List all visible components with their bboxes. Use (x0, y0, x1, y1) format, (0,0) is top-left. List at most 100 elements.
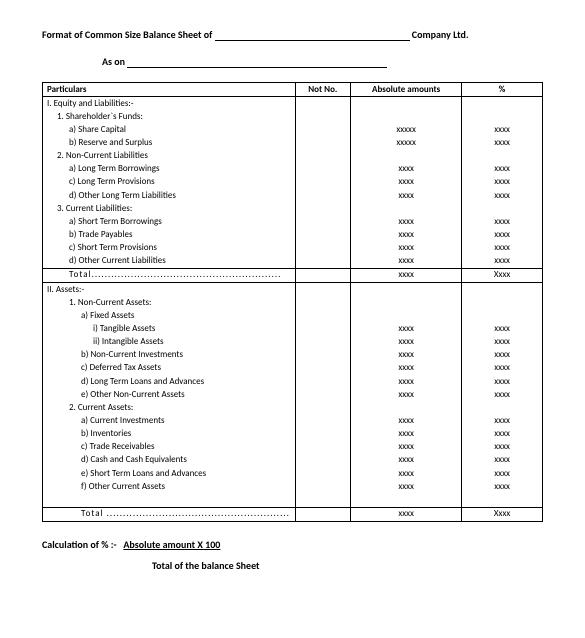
cell: 2. Non-Current Liabilities (47, 150, 148, 162)
cell: c) Deferred Tax Assets (47, 362, 161, 374)
cell: xxxx (351, 323, 462, 336)
cell: xxxx (351, 480, 462, 493)
cell: Xxxx (462, 268, 543, 282)
col-notno: Not No. (295, 83, 351, 97)
cell: xxxx (462, 255, 543, 269)
calc-prefix: Calculation of % :- (42, 538, 117, 551)
table-row: e) Short Term Loans and Advancesxxxxxxxx (43, 467, 543, 480)
cell: Total...................................… (47, 269, 281, 281)
table-row: II. Assets:- (43, 283, 543, 297)
cell: xxxxx (351, 123, 462, 136)
cell: xxxx (351, 255, 462, 269)
cell: xxxx (462, 441, 543, 454)
cell: 2. Current Assets: (47, 402, 133, 414)
cell: xxxx (351, 349, 462, 362)
cell: xxxx (351, 268, 462, 282)
cell: xxxx (462, 189, 543, 202)
table-row: c) Trade Receivables xxxxxxxx (43, 441, 543, 454)
table-header-row: Particulars Not No. Absolute amounts % (43, 83, 543, 97)
calc-formula: Absolute amount X 100 (123, 538, 220, 551)
table-row: a) Current Investmentsxxxxxxxx (43, 415, 543, 428)
as-on-label: As on (102, 55, 125, 68)
table-row: f) Other Current Assetsxxxxxxxx (43, 480, 543, 493)
total-row: Total ..................................… (43, 507, 543, 521)
table-row: d) Other Current Liabilities xxxxxxxx (43, 255, 543, 269)
cell: a) Long Term Borrowings (47, 163, 160, 175)
cell: xxxx (351, 441, 462, 454)
cell: b) Non-Current Investments (47, 349, 183, 361)
cell: i) Tangible Assets (47, 323, 155, 335)
cell: xxxx (462, 375, 543, 388)
cell: 1. Shareholder`s Funds: (47, 111, 143, 123)
cell: a) Current Investments (47, 415, 165, 427)
cell: xxxx (351, 176, 462, 189)
table-row: a) Fixed Assets (43, 309, 543, 322)
title-prefix: Format of Common Size Balance Sheet of (42, 28, 212, 41)
cell: xxxx (351, 229, 462, 242)
cell: a) Fixed Assets (47, 310, 134, 322)
table-row: I. Equity and Liabilities:- (43, 97, 543, 111)
cell: xxxx (462, 229, 543, 242)
document-title: Format of Common Size Balance Sheet of C… (42, 28, 543, 41)
cell: d) Other Current Liabilities (47, 255, 166, 267)
as-on-line: As on (102, 55, 543, 68)
cell: xxxx (462, 163, 543, 176)
cell: xxxx (462, 336, 543, 349)
cell: d) Other Long Term Liabilities (47, 190, 176, 202)
cell: 1. Non-Current Assets: (47, 297, 151, 309)
cell: xxxx (462, 176, 543, 189)
cell: xxxx (351, 362, 462, 375)
cell: xxxx (462, 388, 543, 401)
cell: xxxx (351, 467, 462, 480)
date-blank (127, 58, 387, 68)
table-row: 2. Current Assets: (43, 401, 543, 414)
cell: a) Share Capital (47, 124, 126, 136)
cell: xxxx (462, 215, 543, 228)
cell: xxxxx (351, 137, 462, 150)
cell: b) Inventories (47, 428, 131, 440)
cell: xxxx (351, 375, 462, 388)
cell: 3. Current Liabilities: (47, 203, 132, 215)
balance-sheet-document: Format of Common Size Balance Sheet of C… (0, 0, 585, 638)
cell: xxxx (462, 242, 543, 255)
cell: c) Long Term Provisions (47, 176, 155, 188)
cell: ii) Intangible Assets (47, 336, 164, 348)
cell: e) Short Term Loans and Advances (47, 468, 206, 480)
table-row: b) Inventoriesxxxxxxxx (43, 428, 543, 441)
table-row: d) Cash and Cash Equivalentsxxxxxxxx (43, 454, 543, 467)
cell: b) Trade Payables (47, 229, 132, 241)
col-percent: % (462, 83, 543, 97)
table-row: d) Long Term Loans and Advancesxxxxxxxx (43, 375, 543, 388)
table-row: 1. Shareholder`s Funds: (43, 110, 543, 123)
balance-sheet-table: Particulars Not No. Absolute amounts % I… (42, 82, 543, 522)
table-row: b) Trade Payables xxxxxxxx (43, 229, 543, 242)
cell: d) Cash and Cash Equivalents (47, 454, 187, 466)
table-row: e) Other Non-Current Assetsxxxxxxxx (43, 388, 543, 401)
table-row: c) Short Term Provisionsxxxxxxxx (43, 242, 543, 255)
table-row: a) Short Term Borrowingsxxxxxxxx (43, 215, 543, 228)
table-row: c) Long Term Provisions xxxxxxxx (43, 176, 543, 189)
cell: a) Short Term Borrowings (47, 216, 162, 228)
cell: xxxx (351, 336, 462, 349)
col-particulars: Particulars (43, 83, 296, 97)
company-blank (215, 31, 410, 41)
cell: xxxx (351, 163, 462, 176)
cell: Total ..................................… (47, 508, 290, 520)
company-suffix: Company Ltd. (412, 28, 469, 41)
cell: I. Equity and Liabilities:- (43, 97, 296, 111)
cell: c) Short Term Provisions (47, 242, 157, 254)
cell: xxxx (462, 362, 543, 375)
table-row: b) Reserve and Surplusxxxxxxxxx (43, 137, 543, 150)
table-row: a) Long Term Borrowings xxxxxxxx (43, 163, 543, 176)
col-absolute: Absolute amounts (351, 83, 462, 97)
table-row: i) Tangible Assetsxxxxxxxx (43, 323, 543, 336)
cell: xxxx (462, 480, 543, 493)
cell: xxxx (351, 415, 462, 428)
cell: xxxx (462, 137, 543, 150)
cell: xxxx (462, 428, 543, 441)
table-row: d) Other Long Term Liabilitiesxxxxxxxx (43, 189, 543, 202)
calculation-line: Calculation of % :- Absolute amount X 10… (42, 538, 543, 551)
calc-denominator: Total of the balance Sheet (152, 559, 543, 572)
table-row: 3. Current Liabilities: (43, 202, 543, 215)
cell: c) Trade Receivables (47, 441, 155, 453)
